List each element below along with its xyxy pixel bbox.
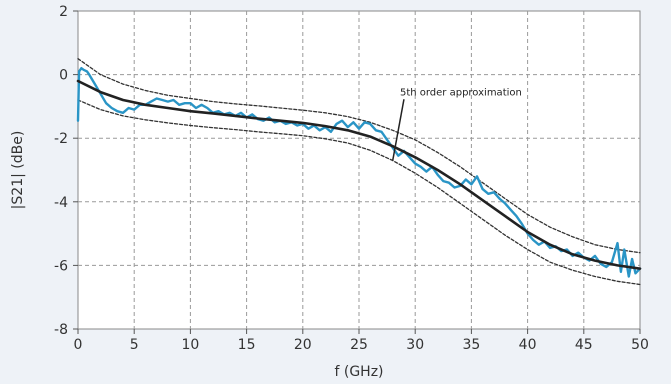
y-axis: 2 0 -2 -4 -6 -8	[54, 4, 78, 338]
x-axis-label: f (GHz)	[334, 364, 383, 380]
x-tick-label: 30	[406, 337, 424, 353]
x-tick-label: 10	[181, 337, 199, 353]
y-tick-label: -2	[54, 131, 68, 147]
series-line-lower-bound	[77, 99, 641, 286]
x-tick-label: 0	[74, 337, 83, 353]
y-axis-label: |S21| (dBe)	[10, 131, 26, 210]
annotation-layer: 5th order approximation	[391, 87, 522, 161]
y-tick-label: 0	[59, 68, 68, 84]
x-tick-label: 25	[350, 337, 368, 353]
y-tick-label: -6	[54, 258, 68, 274]
series-line-fit	[76, 79, 642, 270]
grid	[78, 11, 640, 329]
plot-background	[77, 10, 641, 330]
annotation-label: 5th order approximation	[400, 87, 522, 98]
y-tick-label: -8	[54, 322, 68, 338]
series-line-upper-bound	[77, 58, 641, 254]
x-tick-label: 5	[130, 337, 139, 353]
x-tick-label: 35	[462, 337, 480, 353]
x-tick-label: 15	[238, 337, 256, 353]
annotation-leader-line	[391, 99, 405, 161]
x-axis: 0 5 10 15 20 25 30 35 40 45 50	[74, 329, 649, 353]
x-tick-label: 50	[631, 337, 649, 353]
y-tick-label: 2	[59, 4, 68, 20]
x-tick-label: 45	[575, 337, 593, 353]
series-layer	[76, 58, 642, 286]
x-tick-label: 20	[294, 337, 312, 353]
y-tick-label: -4	[54, 195, 68, 211]
x-tick-label: 40	[519, 337, 537, 353]
